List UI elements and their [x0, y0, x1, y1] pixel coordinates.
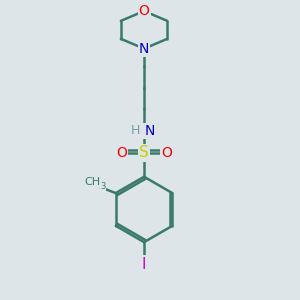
Text: 3: 3: [100, 182, 106, 191]
Text: O: O: [139, 4, 149, 18]
Text: CH: CH: [85, 177, 101, 188]
Text: O: O: [161, 146, 172, 160]
Text: N: N: [144, 124, 154, 138]
Text: I: I: [142, 256, 146, 272]
Text: N: N: [139, 42, 149, 56]
Text: S: S: [139, 146, 149, 160]
Text: H: H: [131, 124, 140, 137]
Text: O: O: [116, 146, 127, 160]
